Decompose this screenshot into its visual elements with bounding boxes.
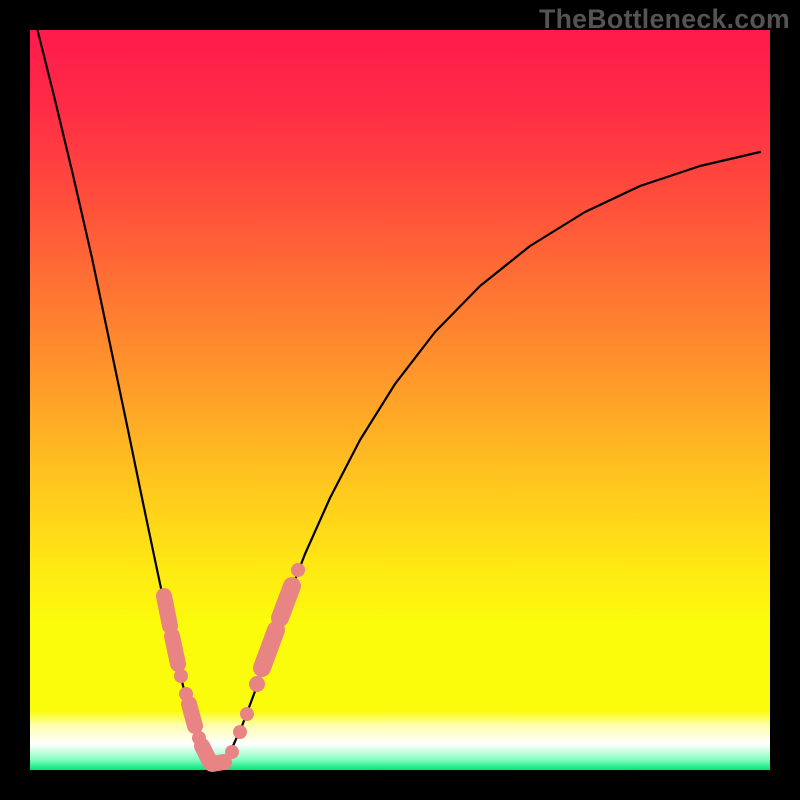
watermark-label: TheBottleneck.com bbox=[539, 4, 790, 35]
frame-right bbox=[770, 0, 800, 800]
stage: TheBottleneck.com bbox=[0, 0, 800, 800]
plot-area bbox=[30, 30, 770, 770]
frame-bottom bbox=[0, 770, 800, 800]
frame-left bbox=[0, 0, 30, 800]
